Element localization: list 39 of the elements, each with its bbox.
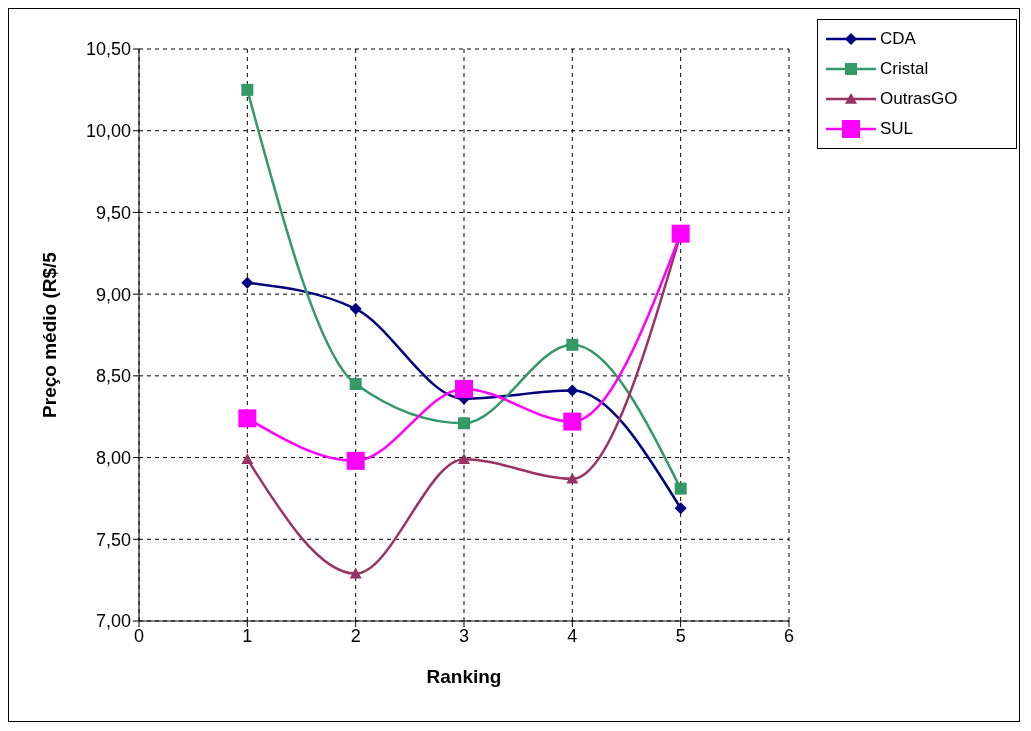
x-tick-label: 6 <box>783 625 795 646</box>
point <box>674 502 687 515</box>
y-axis-title: Preço médio (R$/5 <box>38 251 60 418</box>
x-tick-label: 0 <box>133 625 145 646</box>
point <box>238 409 257 428</box>
y-tick-label: 10,50 <box>85 39 131 60</box>
y-tick-label: 9,50 <box>95 202 131 223</box>
y-tick-label: 10,00 <box>85 121 131 142</box>
legend-label: Cristal <box>880 59 929 79</box>
point <box>563 412 582 431</box>
y-tick-label: 9,00 <box>95 284 131 305</box>
point <box>241 83 254 96</box>
legend-label: OutrasGO <box>880 89 958 109</box>
y-tick-label: 8,00 <box>95 447 131 468</box>
point <box>346 451 365 470</box>
x-tick-label: 5 <box>675 625 686 646</box>
point <box>458 417 470 430</box>
x-tick-label: 4 <box>567 625 578 646</box>
y-tick-label: 7,00 <box>95 611 131 632</box>
point <box>455 379 473 398</box>
point <box>458 453 470 465</box>
x-tick-label: 1 <box>242 625 253 646</box>
point <box>349 567 362 579</box>
x-tick-label: 2 <box>350 625 361 646</box>
point <box>349 302 362 315</box>
x-tick-label: 3 <box>458 625 470 646</box>
point <box>674 482 687 495</box>
legend-label: CDA <box>880 29 916 49</box>
point <box>671 224 690 243</box>
y-tick-label: 7,50 <box>95 529 131 550</box>
point <box>241 276 254 289</box>
point <box>241 453 254 465</box>
x-axis-title: Ranking <box>426 666 502 687</box>
y-tick-label: 8,50 <box>95 366 131 387</box>
point <box>566 472 579 484</box>
legend-label: SUL <box>880 119 914 139</box>
point <box>566 338 579 351</box>
point <box>566 384 579 397</box>
point <box>349 378 362 391</box>
